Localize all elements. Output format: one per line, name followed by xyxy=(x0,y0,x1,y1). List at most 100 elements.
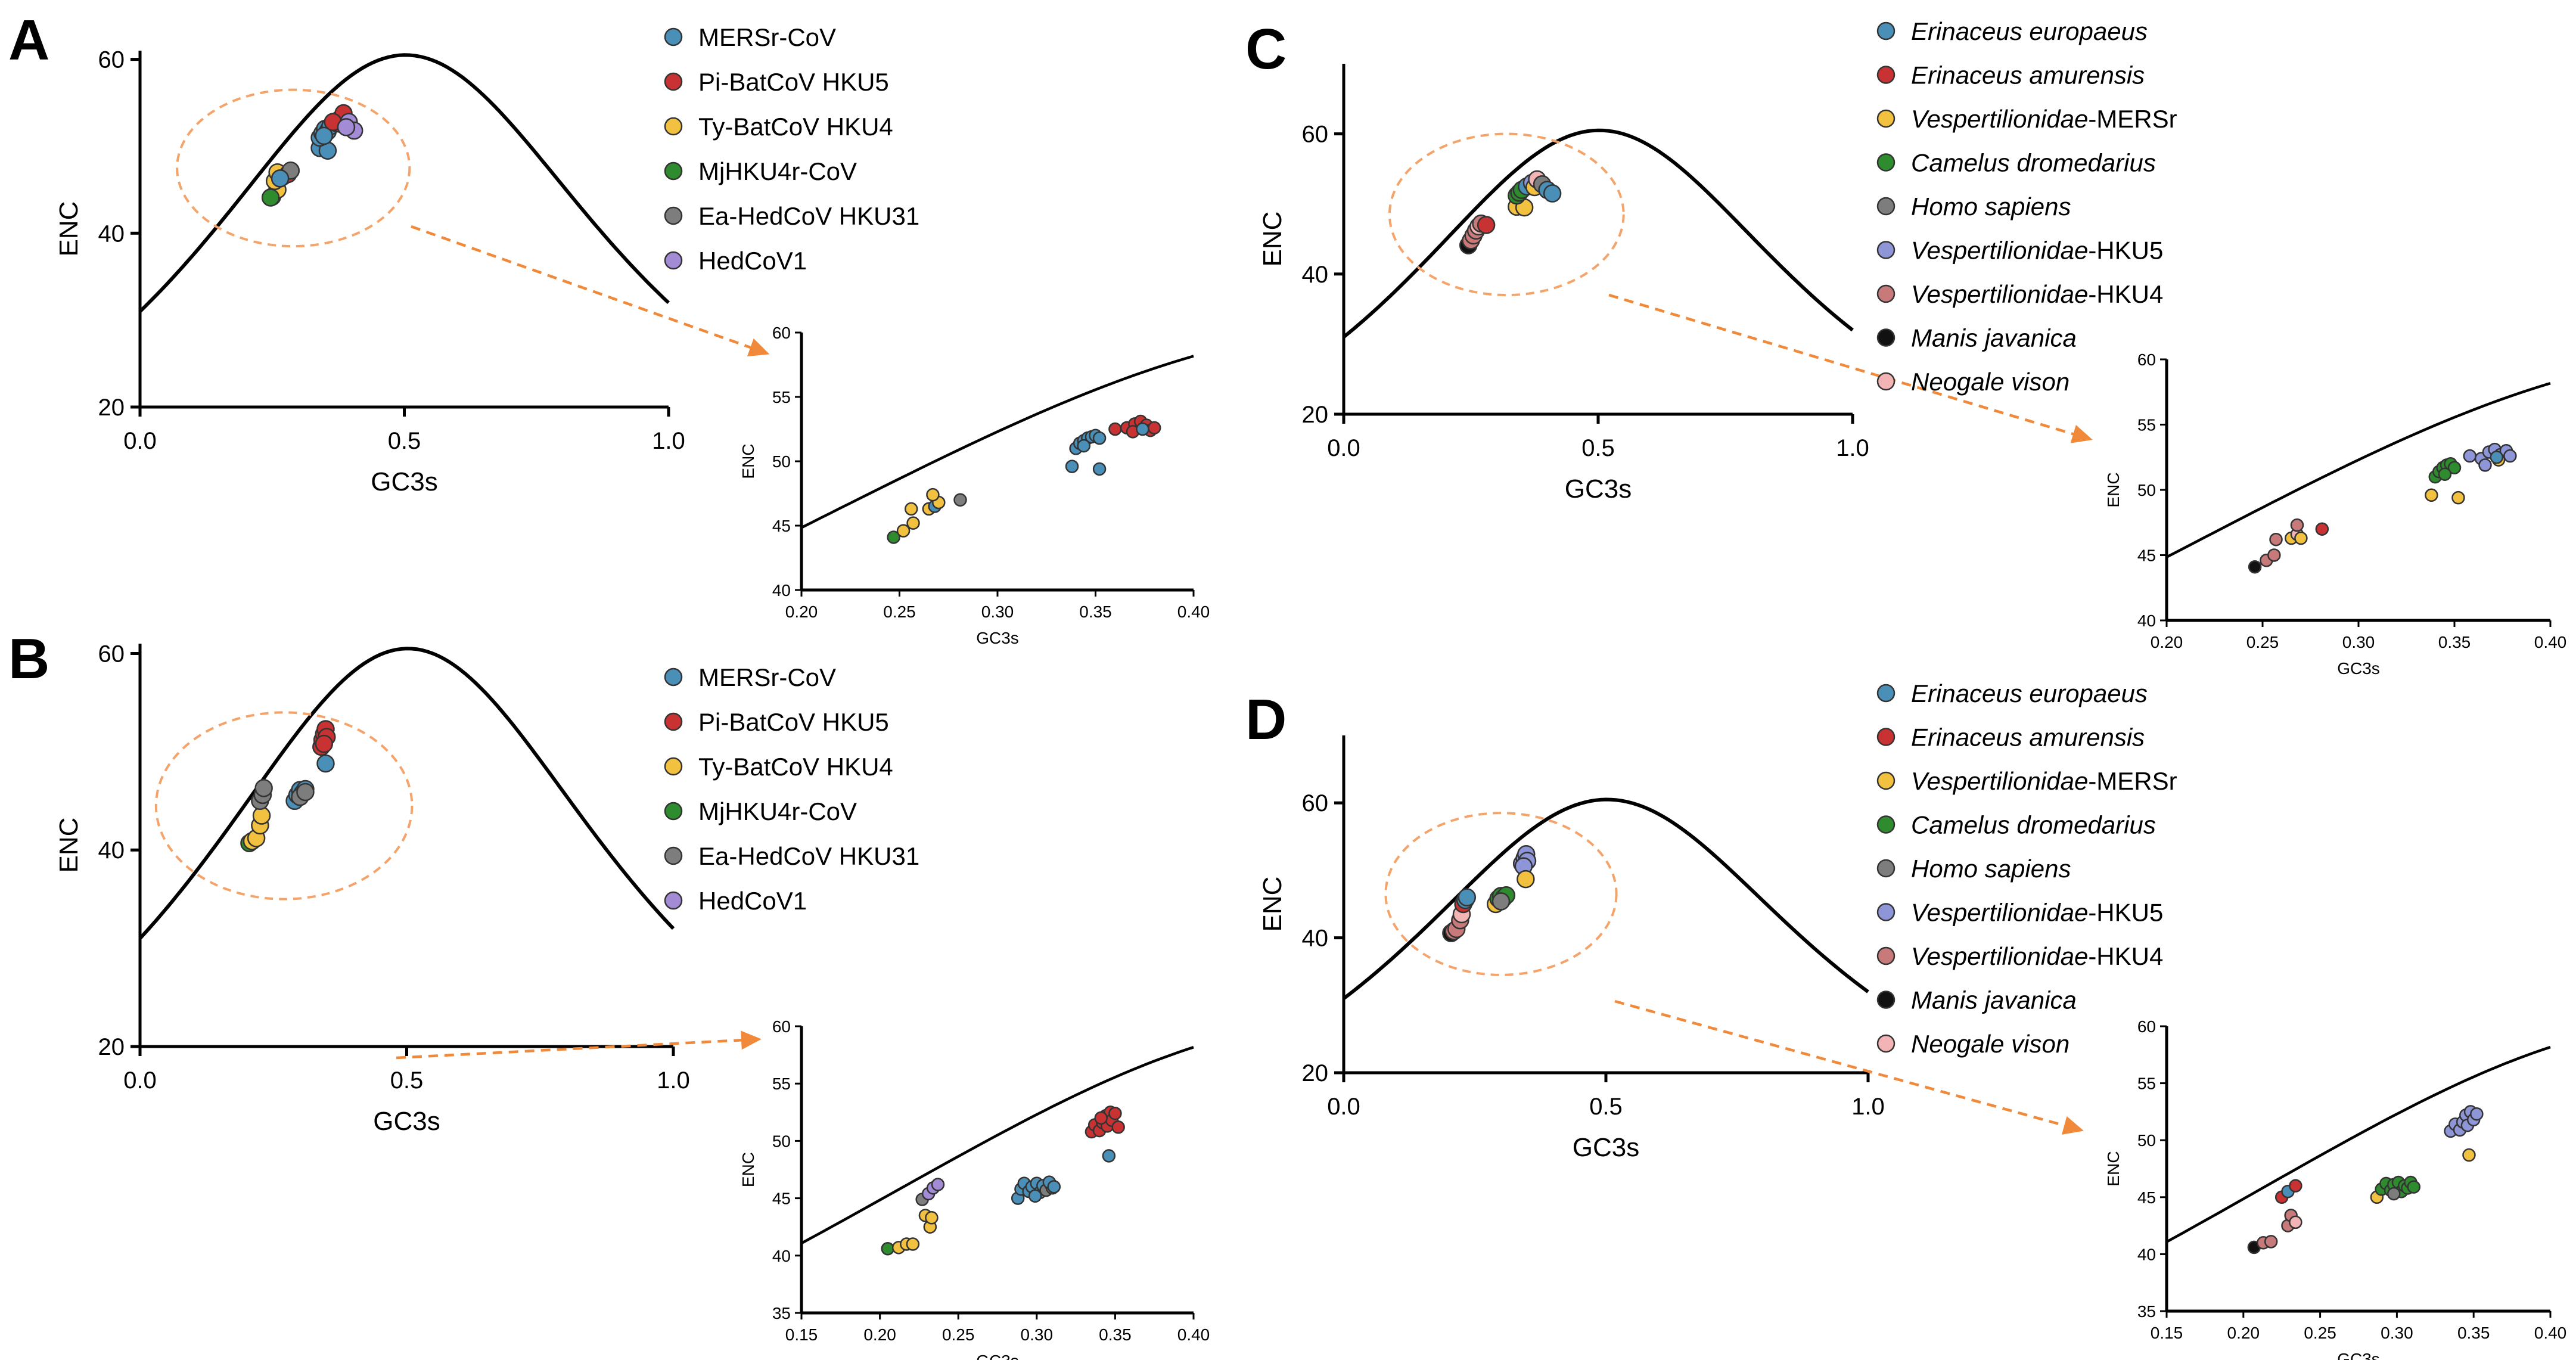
inset-y-tick-label: 40 xyxy=(772,581,791,600)
inset-x-tick-label: 0.30 xyxy=(2381,1324,2413,1342)
inset-data-point xyxy=(2264,1235,2278,1249)
inset-data-point xyxy=(881,1242,895,1256)
legend-label: Erinaceus amurensis xyxy=(1911,724,2145,752)
inset-expected-enc-curve xyxy=(2165,381,2551,558)
legend-label: Homo sapiens xyxy=(1911,192,2071,221)
legend-label: Erinaceus europaeus xyxy=(1911,17,2148,45)
data-point xyxy=(1477,216,1496,234)
inset-data-point xyxy=(2478,458,2492,472)
zoom-arrow-head xyxy=(2070,424,2093,443)
legend-label-suffix: -HKU5 xyxy=(2088,237,2163,265)
legend-label-main: Neogale vison xyxy=(1911,368,2069,396)
inset-x-tick-label: 0.35 xyxy=(1079,603,1112,621)
legend-marker xyxy=(664,162,683,181)
inset-y-tick-label: 55 xyxy=(2137,416,2156,434)
expected-enc-curve xyxy=(138,53,670,313)
data-point xyxy=(271,169,290,188)
inset-data-point xyxy=(953,493,967,507)
inset-data-point xyxy=(1092,462,1107,476)
legend-marker xyxy=(1876,684,1896,703)
zoom-arrow-head xyxy=(741,1030,762,1050)
legend-label: Pi-BatCoV HKU5 xyxy=(698,708,889,736)
panel-letter: B xyxy=(8,627,49,691)
inset-y-tick-label: 55 xyxy=(2137,1075,2156,1093)
data-point xyxy=(315,734,334,753)
x-tick-label: 0.5 xyxy=(1589,1094,1623,1120)
data-point xyxy=(1517,870,1535,889)
panel-A: A 0.0 0.5 1.0 20 40 60 GC3s ENC MERSr-CoV Pi-BatCo… xyxy=(8,8,1210,647)
legend-label: MjHKU4r-CoV xyxy=(698,157,857,185)
inset-y-axis-title: ENC xyxy=(2104,472,2123,507)
legend-marker xyxy=(664,712,683,731)
legend-label-main: MERSr-CoV xyxy=(698,663,836,691)
expected-enc-curve xyxy=(1343,128,1854,339)
inset-y-tick-label: 35 xyxy=(772,1304,791,1322)
legend-label: Neogale vison xyxy=(1911,368,2069,396)
legend-label-main: Erinaceus amurensis xyxy=(1911,724,2145,752)
legend-marker xyxy=(1876,197,1896,216)
data-point xyxy=(261,188,280,207)
inset-expected-enc-curve xyxy=(800,1046,1194,1245)
y-tick-label: 40 xyxy=(1302,926,1329,952)
inset-x-axis-title: GC3s xyxy=(976,629,1019,647)
y-axis-title: ENC xyxy=(1258,212,1287,267)
legend-label-main: Camelus dromedarius xyxy=(1911,811,2156,839)
inset-y-axis-title: ENC xyxy=(2104,1151,2123,1186)
inset-data-point xyxy=(904,502,918,516)
legend-label: Ty-BatCoV HKU4 xyxy=(698,113,893,141)
legend-label-main: Ty-BatCoV HKU4 xyxy=(698,113,893,141)
legend-marker xyxy=(1876,815,1896,834)
inset-y-tick-label: 40 xyxy=(2137,611,2156,630)
inset-data-point xyxy=(1111,1120,1125,1134)
panel-letter: D xyxy=(1245,688,1287,752)
legend-label-main: Vespertilionidae xyxy=(1911,280,2088,308)
legend-label-suffix: -HKU4 xyxy=(2088,280,2163,308)
panel-letter: A xyxy=(8,8,49,72)
zoom-arrow xyxy=(396,1038,745,1060)
inset-expected-enc-curve xyxy=(2165,1045,2551,1243)
y-tick-label: 60 xyxy=(1302,790,1329,816)
inset-x-tick-label: 0.40 xyxy=(1177,603,1210,621)
legend-label: Neogale vison xyxy=(1911,1030,2069,1058)
legend-label-main: Vespertilionidae xyxy=(1911,105,2088,133)
data-point xyxy=(296,783,315,802)
inset-data-point xyxy=(1094,1111,1108,1125)
inset-data-point xyxy=(1092,431,1107,445)
x-tick-label: 1.0 xyxy=(1851,1094,1885,1120)
zoom-region-ellipse xyxy=(176,88,411,248)
zoom-arrow xyxy=(411,225,754,350)
y-tick-label: 60 xyxy=(1302,122,1329,148)
x-tick-label: 1.0 xyxy=(1836,435,1869,461)
inset-y-tick-label: 45 xyxy=(772,1190,791,1208)
legend-label: HedCoV1 xyxy=(698,887,807,915)
data-point xyxy=(1491,892,1511,911)
legend-label: Ty-BatCoV HKU4 xyxy=(698,753,893,781)
inset-y-axis-title: ENC xyxy=(739,443,757,479)
legend-label-main: Vespertilionidae xyxy=(1911,237,2088,265)
y-axis-title: ENC xyxy=(54,201,83,257)
legend-label-main: Erinaceus amurensis xyxy=(1911,61,2145,89)
x-tick-label: 0.0 xyxy=(1327,1094,1360,1120)
legend-marker xyxy=(1876,903,1896,921)
legend-label-main: Homo sapiens xyxy=(1911,192,2071,221)
zoom-region-ellipse xyxy=(1384,812,1618,976)
legend-marker xyxy=(1876,241,1896,259)
inset-data-point xyxy=(1147,421,1161,435)
legend-label-main: Vespertilionidae xyxy=(1911,767,2088,795)
inset-x-tick-label: 0.35 xyxy=(2438,633,2471,651)
data-point xyxy=(315,126,333,145)
inset-x-tick-label: 0.40 xyxy=(1177,1325,1210,1344)
legend-label-main: Manis javanica xyxy=(1911,986,2077,1014)
inset-x-tick-label: 0.40 xyxy=(2534,633,2567,651)
inset-data-point xyxy=(2267,548,2281,562)
x-tick-label: 0.0 xyxy=(123,428,157,454)
inset-data-point xyxy=(926,488,940,502)
inset-data-point xyxy=(906,516,920,530)
inset-data-point xyxy=(2490,451,2504,464)
inset-data-point xyxy=(1047,1180,1061,1194)
legend-label: Erinaceus europaeus xyxy=(1911,679,2148,707)
data-point xyxy=(1458,888,1477,906)
inset-x-tick-label: 0.35 xyxy=(2457,1324,2490,1342)
legend-label-main: Ty-BatCoV HKU4 xyxy=(698,753,893,781)
